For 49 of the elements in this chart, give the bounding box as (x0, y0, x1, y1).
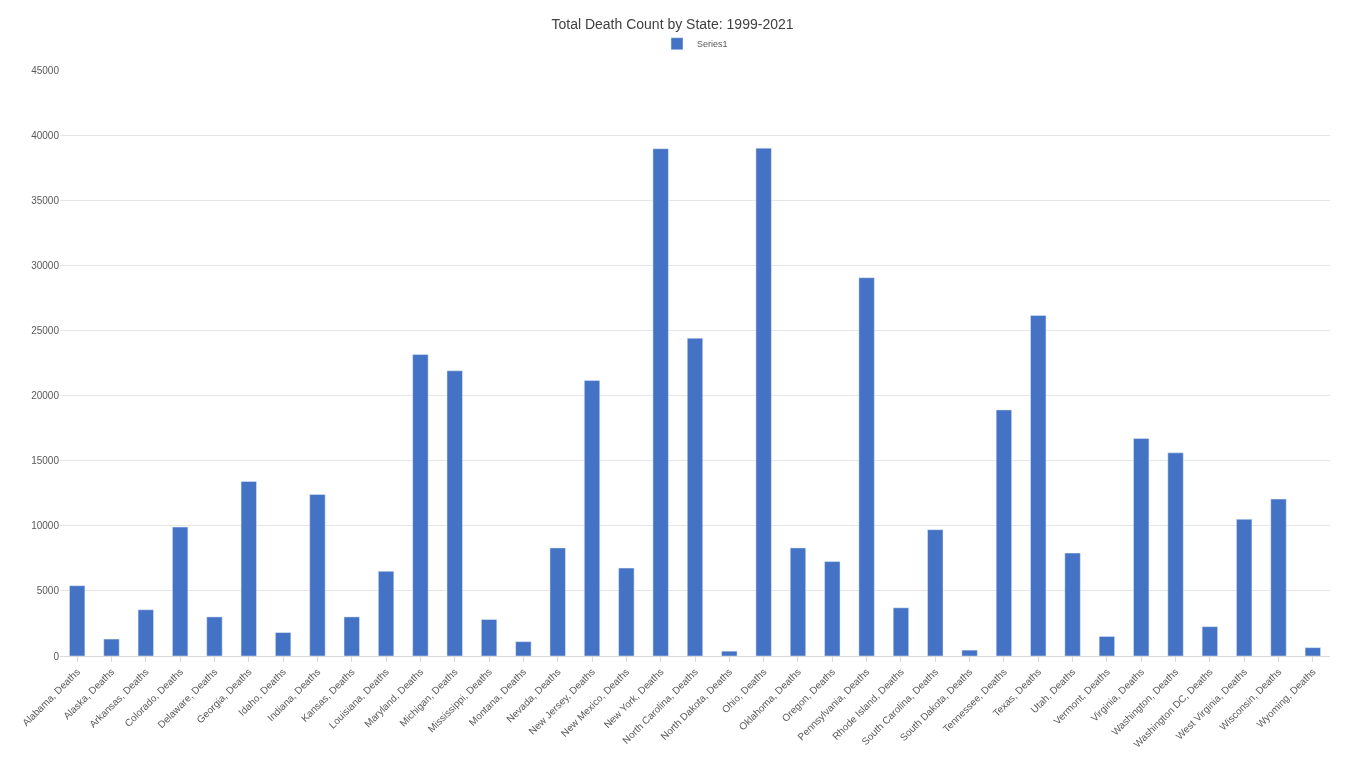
y-tick-label: 35000 (31, 194, 60, 206)
y-tick-label: 45000 (31, 64, 60, 76)
bar (549, 547, 566, 656)
bar (1030, 315, 1047, 656)
bar (481, 619, 498, 656)
bar (137, 609, 154, 656)
bar (1167, 452, 1184, 656)
y-tick-label: 10000 (31, 520, 60, 532)
y-tick-label: 20000 (31, 390, 60, 402)
bar (1270, 498, 1287, 656)
bar (961, 649, 978, 656)
bar (103, 638, 120, 656)
bar (446, 370, 463, 656)
bar (1064, 552, 1081, 656)
bar (927, 529, 944, 656)
bar (240, 481, 257, 656)
y-tick-label: 30000 (31, 259, 60, 271)
bar (652, 148, 669, 656)
bar (69, 585, 86, 656)
bar (1236, 519, 1253, 656)
bar (1098, 636, 1115, 656)
bar (721, 650, 738, 656)
bar (309, 494, 326, 656)
bar (515, 641, 532, 656)
y-tick-label: 5000 (36, 585, 60, 597)
bar (687, 338, 703, 656)
bar (584, 380, 600, 656)
chart-title: Total Death Count by State: 1999-2021 (551, 15, 794, 32)
bar (892, 607, 909, 656)
bar (378, 571, 395, 656)
bar (275, 632, 292, 656)
legend-label: Series1 (697, 39, 728, 50)
bar (858, 277, 875, 656)
bar (1133, 438, 1150, 656)
y-tick-label: 25000 (31, 324, 60, 336)
bar (1201, 626, 1218, 656)
bar (995, 409, 1012, 656)
bar (206, 616, 223, 656)
y-tick-label: 40000 (31, 129, 60, 141)
y-tick-label: 0 (53, 650, 60, 662)
bar (172, 526, 189, 656)
y-tick-label: 15000 (31, 455, 60, 467)
bar (790, 547, 806, 656)
bar (1304, 647, 1321, 656)
bar (343, 616, 360, 656)
bar (618, 567, 635, 656)
bar (412, 354, 429, 656)
bar (824, 561, 841, 656)
bar (755, 147, 772, 656)
